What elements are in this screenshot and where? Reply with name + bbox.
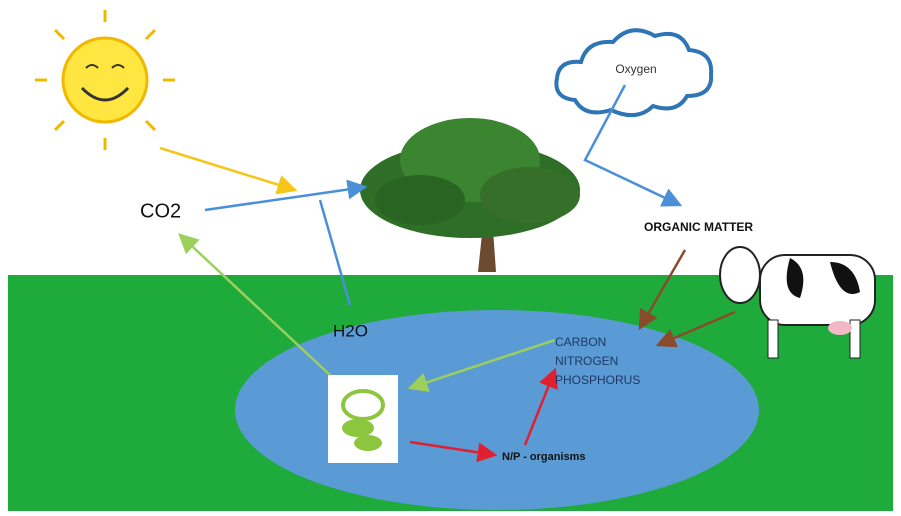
organisms-label: N/P - organisms <box>502 451 586 463</box>
nutrient-label: PHOSPHORUS <box>555 373 640 387</box>
tree <box>360 118 580 272</box>
page: CO2 H2O Oxygen ORGANIC MATTER CARBON NIT… <box>0 0 901 516</box>
diagram: CO2 H2O Oxygen ORGANIC MATTER CARBON NIT… <box>0 0 901 516</box>
oxygen-label: Oxygen <box>615 62 656 76</box>
water-body <box>235 310 759 510</box>
nutrient-label: NITROGEN <box>555 354 618 368</box>
nutrient-label: CARBON <box>555 335 606 349</box>
h2o-label: H2O <box>333 321 368 340</box>
sun <box>35 10 175 150</box>
organic-matter-label: ORGANIC MATTER <box>644 220 753 234</box>
co2-label: CO2 <box>140 200 181 222</box>
